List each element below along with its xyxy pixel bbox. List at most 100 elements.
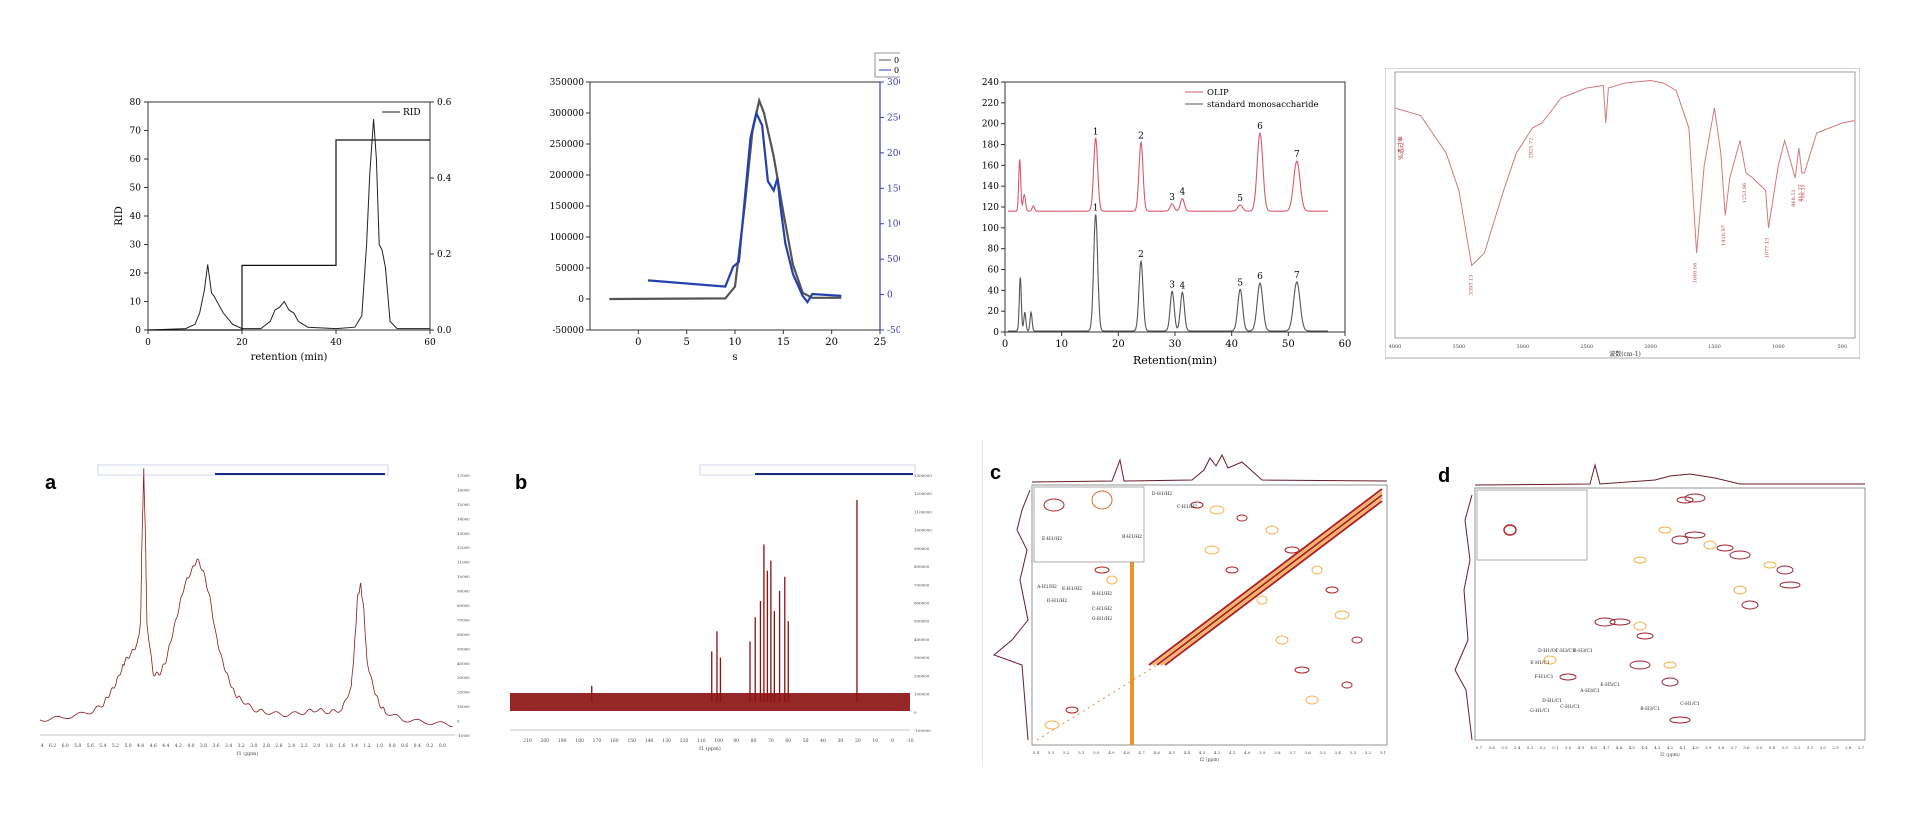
x-tick-label: 4.7: [1138, 750, 1145, 755]
annotation: C-H3/C1: [1555, 648, 1575, 654]
x-axis-label: f1 (ppm): [699, 745, 721, 752]
y2-tick-label: 1000: [887, 220, 900, 230]
contour-peak: [1684, 493, 1706, 503]
annotation: F-H1/C1: [1534, 674, 1553, 680]
x-tick-label: 5.0: [1565, 745, 1572, 750]
x-tick-label: 10: [1055, 339, 1068, 350]
x-tick-label: 3500: [1453, 344, 1466, 350]
y-tick-label: 600000: [457, 632, 470, 637]
peak-label: 2: [1138, 131, 1144, 141]
contour-peak: [1629, 660, 1651, 670]
peak-label: 4: [1179, 281, 1185, 291]
y-tick-label: 160: [982, 161, 999, 171]
peak-label: 2: [1138, 250, 1144, 260]
x-tick-label: 3.9: [1259, 750, 1266, 755]
x-tick-label: 4.6: [1616, 745, 1623, 750]
y2-tick-label: 2500: [887, 113, 900, 123]
x-tick-label: 1.0: [376, 743, 383, 749]
contour-peak: [1275, 635, 1289, 645]
x-tick-label: 150: [627, 738, 636, 744]
contour-peak: [1543, 655, 1557, 665]
y-tick-label: 200000: [550, 171, 585, 181]
contour-peak: [1716, 544, 1734, 552]
x-axis-label: s: [732, 352, 737, 363]
contour-peak: [1190, 501, 1204, 509]
y-tick-label: 30: [130, 241, 142, 251]
peak-label: 7: [1294, 150, 1300, 160]
y-tick-label: 100: [982, 224, 999, 234]
y2-tick-label: -500: [887, 326, 900, 336]
x-tick-label: 3.1: [1380, 750, 1386, 755]
y-tick-label: 1700000: [457, 473, 470, 478]
y-tick-label: 80: [988, 245, 1000, 255]
x-axis-label: f2 (ppm): [1660, 751, 1680, 758]
y-tick-label: 240: [982, 78, 999, 88]
x-tick-label: 0.8: [389, 743, 396, 749]
x-tick-label: 4.2: [1667, 745, 1674, 750]
inset-contour: [1503, 524, 1517, 536]
x-tick-label: 5.4: [99, 743, 106, 749]
x-tick-label: 60: [1339, 339, 1352, 350]
contour-peak: [1594, 617, 1616, 627]
y-tick-label: 80: [130, 98, 142, 108]
top-projection: [1474, 463, 1865, 486]
diagonal-contour: [1148, 488, 1383, 666]
hmbc-chart: D-H1/C1 C-H3/C1 B-H3/C1 E-H1/C1 F-H1/C1 D-H1/…: [1440, 440, 1880, 770]
annotation: B-H1/H2: [1092, 591, 1112, 597]
y-tick-label: 60: [988, 266, 1000, 276]
annotation: C-H1/C1: [1680, 701, 1700, 707]
x-tick-label: 2.6: [275, 743, 282, 749]
peak-label: 1: [1093, 127, 1099, 137]
x-axis-label: f2 (ppm): [1200, 756, 1220, 763]
x-tick-label: 4.8: [137, 743, 144, 749]
x-tick-label: 4.7: [1603, 745, 1610, 750]
x-tick-label: 5.4: [1033, 750, 1040, 755]
x-tick-label: 3.4: [1769, 745, 1776, 750]
peak-label: 6: [1257, 272, 1263, 282]
contour-peak: [1729, 550, 1751, 560]
peak-label: 7: [1294, 271, 1300, 281]
inset-contour: [1043, 498, 1065, 512]
x-tick-label: 1.8: [326, 743, 333, 749]
annotation: D-H1/C1: [1538, 648, 1558, 654]
x-axis-label: Retention(min): [1133, 354, 1217, 367]
left-projection: [993, 489, 1031, 741]
y-tick-label: 10: [130, 298, 142, 308]
x-tick-label: 2.9: [1832, 745, 1839, 750]
hsqc-chart-svg: D-H1/H2 C-H1/H2 B-H1/H2 E-H1/H2 A-H1/H2 E-H1/…: [981, 440, 1388, 765]
x-tick-label: 1.6: [338, 743, 345, 749]
contour-peak: [1663, 661, 1677, 669]
annotation: A-H1/H2: [1036, 584, 1057, 590]
y2-tick-label: 0.0: [437, 326, 452, 336]
annotation: B-H3/C1: [1640, 706, 1660, 712]
annotation: C-H1/H2: [1177, 504, 1197, 510]
y-tick-label: 1100000: [914, 509, 932, 514]
x-tick-label: 3.5: [1756, 745, 1763, 750]
x-tick-label: 5.8: [74, 743, 81, 749]
contour-peak: [1094, 566, 1110, 574]
series-line-ir: [1394, 79, 1856, 267]
panel-letter-c: c: [990, 462, 1002, 484]
plot-frame: [1394, 71, 1856, 339]
x-tick-label: 5.0: [124, 743, 131, 749]
annotation: E-H5/C1: [1600, 682, 1620, 688]
series-line-h1: [39, 468, 453, 728]
x-tick-label: 4.2: [1214, 750, 1221, 755]
y-tick-label: 700000: [914, 582, 930, 587]
contour-peak: [1733, 585, 1747, 595]
y-tick-label: 1600000: [457, 487, 470, 492]
y-tick-label: 800000: [457, 603, 470, 608]
x-tick-label: 3.3: [1350, 750, 1357, 755]
y-tick-label: 200000: [457, 690, 470, 695]
x-tick-label: 5.2: [112, 743, 119, 749]
x-tick-label: 140: [645, 738, 654, 744]
x-tick-label: 4.4: [162, 743, 169, 749]
x-tick-label: 5.6: [87, 743, 94, 749]
y-tick-label: 0: [135, 326, 141, 336]
contour-peak: [1256, 595, 1268, 605]
y-tick-label: 100000: [457, 704, 470, 709]
contour-peak: [1284, 546, 1300, 554]
top-projection: [1031, 453, 1388, 483]
x-tick-label: 4.1: [1229, 750, 1235, 755]
annotation: D-H1/H2: [1047, 598, 1067, 604]
